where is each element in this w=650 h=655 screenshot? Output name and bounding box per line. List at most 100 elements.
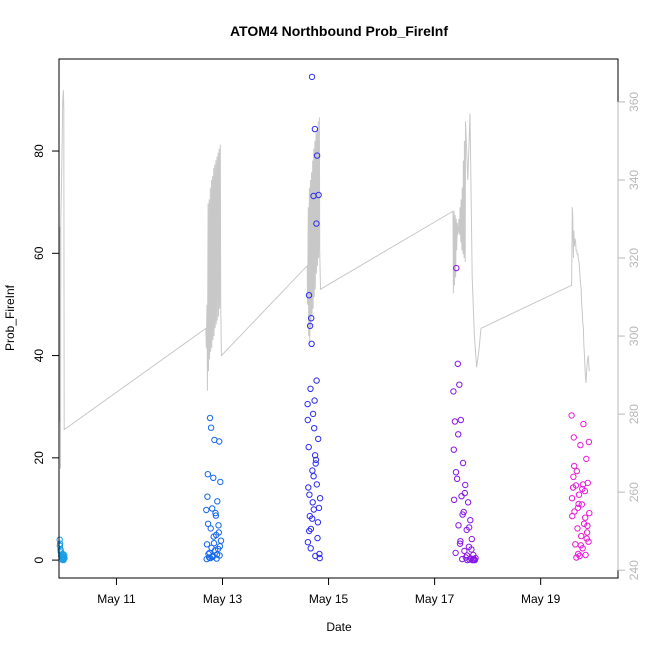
- data-point: [568, 412, 575, 419]
- data-point: [210, 474, 217, 481]
- data-point: [210, 540, 218, 547]
- data-point: [573, 554, 580, 561]
- data-point: [216, 438, 223, 445]
- x-tick-label: May 19: [521, 592, 561, 606]
- data-point: [305, 292, 313, 299]
- y2-tick-label: 240: [627, 560, 641, 580]
- y2-tick-label: 300: [627, 326, 641, 346]
- data-point: [306, 322, 314, 330]
- data-point: [577, 542, 584, 549]
- data-point: [585, 538, 592, 545]
- data-point: [577, 441, 584, 449]
- data-point: [451, 418, 459, 425]
- data-point: [304, 400, 311, 408]
- data-point: [316, 495, 324, 502]
- data-point: [583, 529, 591, 536]
- data-point: [204, 520, 212, 527]
- data-point: [313, 481, 320, 488]
- data-point: [307, 545, 314, 552]
- data-point: [214, 498, 221, 505]
- data-point: [454, 360, 461, 367]
- data-point: [59, 552, 67, 559]
- data-point: [212, 512, 220, 519]
- data-point: [204, 493, 211, 500]
- data-point: [458, 493, 465, 500]
- y-tick-label: 0: [32, 556, 46, 563]
- data-point: [457, 538, 464, 545]
- data-point: [572, 541, 579, 548]
- data-point: [452, 549, 459, 557]
- data-point: [571, 462, 578, 470]
- data-point: [459, 511, 466, 518]
- x-tick-label: May 15: [309, 592, 349, 606]
- data-point: [584, 522, 591, 529]
- data-point: [313, 377, 320, 384]
- data-point: [583, 535, 590, 542]
- data-point: [450, 446, 457, 453]
- data-point: [57, 547, 64, 554]
- data-point: [315, 435, 322, 443]
- y-axis: 0 20 40 60 80: [32, 144, 60, 563]
- data-point: [313, 220, 320, 227]
- data-point: [313, 152, 321, 159]
- data-point: [455, 522, 462, 529]
- data-point: [579, 485, 586, 493]
- data-point: [580, 520, 588, 527]
- data-point: [311, 425, 318, 432]
- data-point: [56, 536, 63, 543]
- data-point: [450, 496, 458, 503]
- data-point: [573, 467, 580, 475]
- y-axis-label: Prob_FireInf: [3, 284, 17, 351]
- y2-tick-label: 260: [627, 482, 641, 502]
- data-point: [463, 552, 471, 559]
- data-point: [206, 414, 214, 422]
- data-point: [204, 471, 212, 478]
- data-point: [312, 456, 320, 464]
- y2-tick-label: 320: [627, 248, 641, 268]
- data-point: [580, 420, 587, 428]
- x-axis: May 11 May 13 May 15 May 17 May 19: [97, 577, 561, 606]
- secondary-series-line: [58, 90, 590, 469]
- data-point: [207, 554, 214, 562]
- data-point: [574, 525, 581, 532]
- data-point: [306, 527, 313, 535]
- data-point: [462, 481, 469, 489]
- data-point: [304, 416, 311, 424]
- x-tick-label: May 11: [97, 592, 136, 606]
- y2-tick-label: 360: [627, 92, 641, 112]
- data-point: [575, 491, 583, 498]
- data-point: [453, 264, 460, 272]
- data-point: [470, 556, 477, 564]
- data-point: [450, 388, 457, 395]
- data-point: [212, 509, 219, 517]
- data-point: [315, 504, 323, 512]
- data-point: [309, 467, 316, 474]
- data-point: [311, 125, 319, 133]
- data-point: [310, 506, 317, 513]
- data-point: [309, 410, 317, 418]
- data-point: [56, 542, 64, 549]
- y2-tick-label: 280: [627, 404, 641, 424]
- data-point: [570, 473, 577, 480]
- data-point: [60, 556, 67, 563]
- y2-tick-label: 340: [627, 170, 641, 190]
- y-tick-label: 60: [32, 246, 46, 260]
- y-tick-label: 40: [32, 349, 46, 363]
- data-point: [308, 340, 315, 347]
- data-point: [568, 495, 576, 502]
- data-point: [305, 443, 312, 451]
- data-point: [570, 434, 577, 441]
- data-point: [578, 501, 586, 508]
- data-point: [315, 191, 322, 199]
- data-point: [305, 484, 312, 491]
- data-point: [461, 547, 468, 555]
- data-point: [308, 315, 315, 322]
- data-point: [576, 552, 583, 560]
- data-point: [217, 478, 224, 486]
- y2-axis-right: 240 260 280 300 320 340 360: [617, 92, 641, 580]
- data-point: [309, 499, 316, 506]
- data-point: [314, 519, 322, 526]
- data-point: [583, 455, 590, 463]
